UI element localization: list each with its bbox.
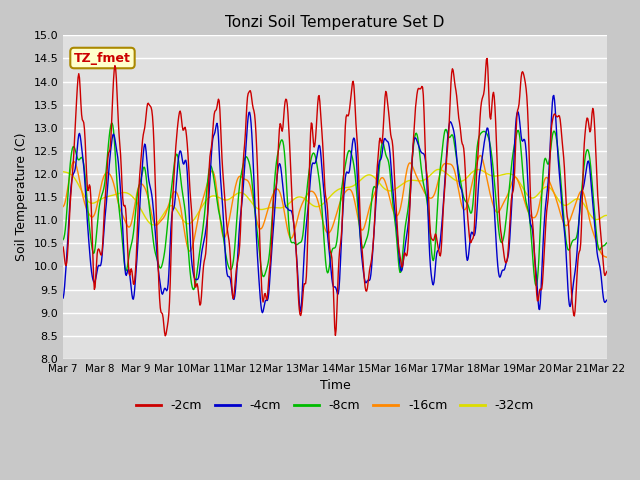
Y-axis label: Soil Temperature (C): Soil Temperature (C) [15,133,28,262]
Text: TZ_fmet: TZ_fmet [74,51,131,64]
Title: Tonzi Soil Temperature Set D: Tonzi Soil Temperature Set D [225,15,445,30]
X-axis label: Time: Time [319,379,351,392]
Legend: -2cm, -4cm, -8cm, -16cm, -32cm: -2cm, -4cm, -8cm, -16cm, -32cm [131,395,540,418]
